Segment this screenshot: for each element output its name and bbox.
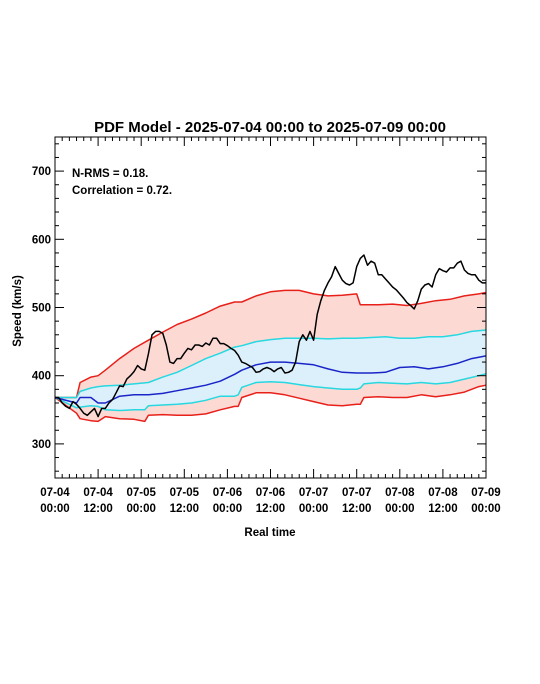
series-lines: [54, 254, 487, 423]
x-tick-label-time: 12:00: [342, 503, 371, 515]
x-tick-label-date: 07-08: [385, 487, 415, 499]
x-tick-label-date: 07-05: [170, 487, 200, 499]
y-axis-label: Speed (km/s): [12, 275, 24, 347]
x-tick-label-date: 07-07: [299, 487, 328, 499]
observed-line: [55, 254, 486, 418]
inner-lower-line: [54, 372, 487, 412]
correlation-annotation: Correlation = 0.72.: [72, 185, 172, 197]
x-tick-label-time: 00:00: [299, 503, 328, 515]
x-tick-label-date: 07-07: [342, 487, 371, 499]
y-tick-label: 400: [32, 371, 51, 383]
x-tick-label-time: 00:00: [471, 503, 500, 515]
y-tick-label: 500: [32, 303, 51, 315]
inner-band: [55, 330, 486, 411]
x-tick-label-date: 07-05: [126, 487, 156, 499]
x-tick-label-time: 00:00: [213, 503, 242, 515]
x-tick-label-time: 12:00: [170, 503, 199, 515]
y-tick-label: 300: [32, 439, 51, 451]
x-tick-label-date: 07-06: [256, 487, 285, 499]
x-axis-label: Real time: [244, 527, 295, 539]
x-tick-label-time: 12:00: [83, 503, 112, 515]
tick-labels: 07-04 00:00 07-04 12:00 07-05 00:00 07-05 12:00…: [32, 166, 501, 515]
x-tick-label-date: 07-09: [471, 487, 500, 499]
chart-title: PDF Model - 2025-07-04 00:00 to 2025-07-…: [94, 119, 446, 136]
x-tick-label-date: 07-08: [428, 487, 458, 499]
x-tick-label-date: 07-04: [83, 487, 113, 499]
x-tick-label-date: 07-04: [40, 487, 70, 499]
y-tick-label: 600: [32, 234, 51, 246]
x-tick-label-time: 00:00: [40, 503, 69, 515]
x-tick-label-date: 07-06: [213, 487, 242, 499]
inner-upper-line: [55, 329, 487, 399]
y-tick-label: 700: [32, 166, 51, 178]
x-tick-label-time: 12:00: [256, 503, 285, 515]
x-tick-label-time: 00:00: [126, 503, 155, 515]
axis-ticks: [54, 137, 487, 478]
nrms-annotation: N-RMS = 0.18.: [72, 168, 148, 180]
x-tick-label-time: 12:00: [428, 503, 457, 515]
outer-lower-line: [54, 384, 487, 423]
x-tick-label-time: 00:00: [385, 503, 414, 515]
outer-upper-line: [55, 289, 487, 399]
confidence-bands: [55, 290, 486, 422]
